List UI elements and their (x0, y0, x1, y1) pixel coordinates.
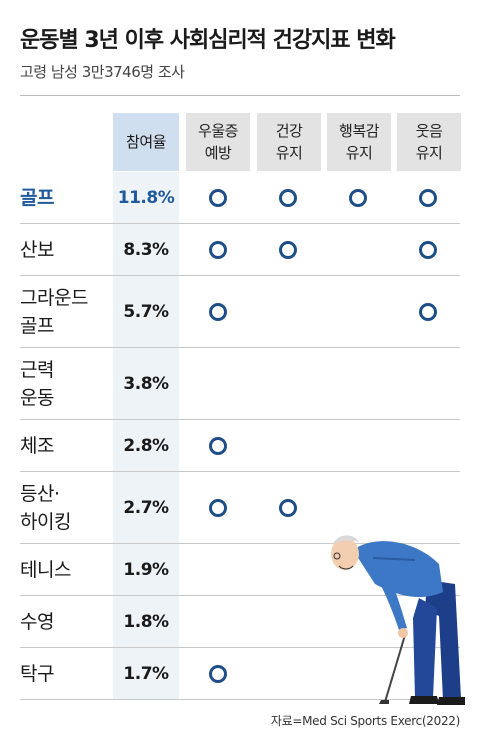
exercise-name: 탁구 (20, 662, 54, 685)
circle-mark-icon (419, 302, 437, 321)
exercise-name: 등산· 하이킹 (20, 482, 71, 533)
participation-rate: 3.8% (123, 373, 169, 394)
participation-column-bg (113, 172, 179, 700)
table-row: 테니스 1.9% (20, 544, 460, 596)
circle-mark-icon (209, 664, 227, 683)
circle-mark-icon (279, 498, 297, 517)
circle-mark-icon (209, 240, 227, 259)
table-row: 산보 8.3% (20, 224, 460, 276)
exercise-name: 테니스 (20, 558, 71, 581)
participation-rate: 1.7% (123, 663, 169, 684)
circle-mark-icon (209, 436, 227, 455)
header-depression-prevention: 우울증 예방 (186, 113, 250, 171)
header-participation: 참여율 (113, 113, 179, 171)
participation-rate: 1.9% (123, 559, 169, 580)
exercise-name: 체조 (20, 434, 54, 457)
table-row: 골프 11.8% (20, 172, 460, 224)
circle-mark-icon (209, 302, 227, 321)
participation-rate: 1.8% (123, 611, 169, 632)
circle-mark-icon (279, 188, 297, 207)
table-row: 체조 2.8% (20, 420, 460, 472)
circle-mark-icon (349, 188, 367, 207)
exercise-name: 그라운드 골프 (20, 286, 88, 337)
table-row: 그라운드 골프 5.7% (20, 276, 460, 348)
exercise-name: 근력 운동 (20, 358, 54, 409)
participation-rate: 8.3% (123, 239, 169, 260)
exercise-name: 수영 (20, 610, 54, 633)
divider (20, 95, 460, 96)
exercise-name: 산보 (20, 238, 54, 261)
table-row: 등산· 하이킹 2.7% (20, 472, 460, 544)
golfer-illustration (331, 535, 465, 705)
table-row: 근력 운동 3.8% (20, 348, 460, 420)
page-subtitle: 고령 남성 3만3746명 조사 (20, 63, 185, 81)
circle-mark-icon (279, 240, 297, 259)
circle-mark-icon (419, 188, 437, 207)
table-row: 수영 1.8% (20, 596, 460, 648)
circle-mark-icon (419, 240, 437, 259)
participation-rate: 2.7% (123, 497, 169, 518)
table-row: 탁구 1.7% (20, 648, 460, 700)
header-happiness-maintenance: 행복감 유지 (327, 113, 391, 171)
circle-mark-icon (209, 188, 227, 207)
participation-rate: 2.8% (123, 435, 169, 456)
exercise-name: 골프 (20, 186, 54, 209)
circle-mark-icon (209, 498, 227, 517)
header-health-maintenance: 건강 유지 (257, 113, 321, 171)
participation-rate: 5.7% (123, 301, 169, 322)
participation-rate: 11.8% (117, 187, 175, 208)
header-laughter-maintenance: 웃음 유지 (397, 113, 461, 171)
source-note: 자료=Med Sci Sports Exerc(2022) (270, 714, 460, 728)
page-title: 운동별 3년 이후 사회심리적 건강지표 변화 (20, 28, 396, 53)
